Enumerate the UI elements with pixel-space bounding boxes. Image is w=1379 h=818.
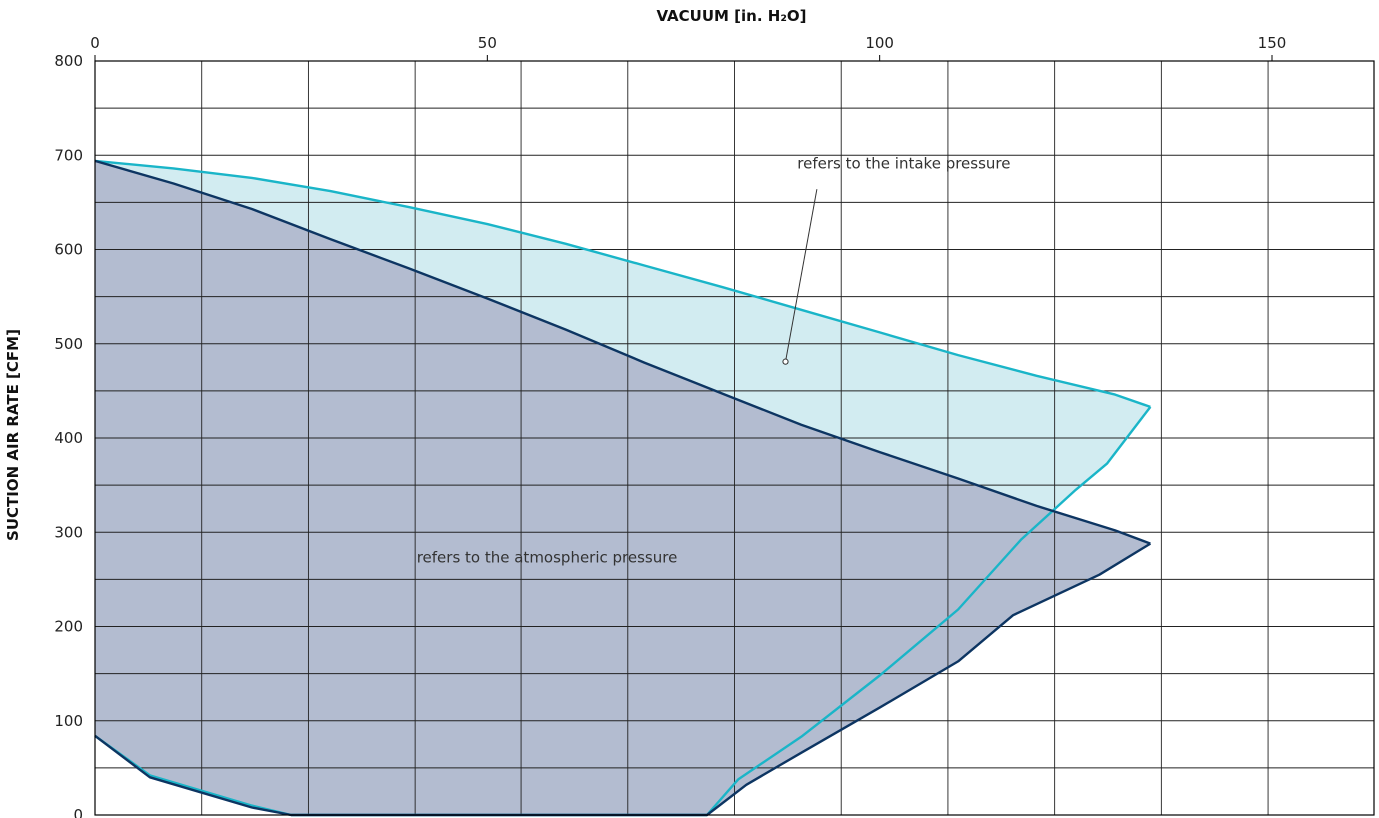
y-tick-label: 200 — [54, 618, 83, 636]
y-tick-label: 700 — [54, 146, 83, 164]
y-axis-ticks: 0 100 200 300 400 500 600 700 800 — [54, 52, 83, 818]
y-tick-label: 800 — [54, 52, 83, 70]
series-1-upper-line — [94, 159, 1151, 409]
y-tick-label: 300 — [54, 523, 83, 541]
y-axis-title: SUCTION AIR RATE [CFM] — [4, 329, 22, 541]
y-tick-label: 0 — [73, 806, 83, 818]
annotation-label: refers to the intake pressure — [797, 154, 1010, 172]
annotation-point — [782, 358, 789, 365]
annotation-label: refers to the atmospheric pressure — [417, 548, 678, 566]
series-lines — [94, 159, 1152, 817]
x-axis-title: VACUUM [in. H₂O] — [656, 7, 806, 25]
series-2-upper-line — [94, 159, 1151, 545]
y-tick-label: 100 — [54, 712, 83, 730]
x-tick-label: 150 — [1258, 34, 1287, 52]
plot-frame — [94, 60, 1375, 816]
x-tick-label: 100 — [865, 34, 894, 52]
y-tick-label: 500 — [54, 335, 83, 353]
y-tick-label: 600 — [54, 241, 83, 259]
grid — [95, 61, 1374, 815]
x-tick-label: 0 — [90, 34, 100, 52]
y-tick-label: 400 — [54, 429, 83, 447]
x-axis-ticks: 0 50 100 150 — [90, 34, 1286, 61]
series-2-lower-line — [94, 542, 1152, 817]
series-1-lower-line — [94, 406, 1152, 817]
series-2-area — [95, 160, 1151, 815]
series-fills — [95, 160, 1151, 815]
annotations: refers to the intake pressure refers to t… — [417, 154, 1011, 566]
x-tick-label: 50 — [478, 34, 497, 52]
annotation-pointer — [785, 189, 818, 362]
